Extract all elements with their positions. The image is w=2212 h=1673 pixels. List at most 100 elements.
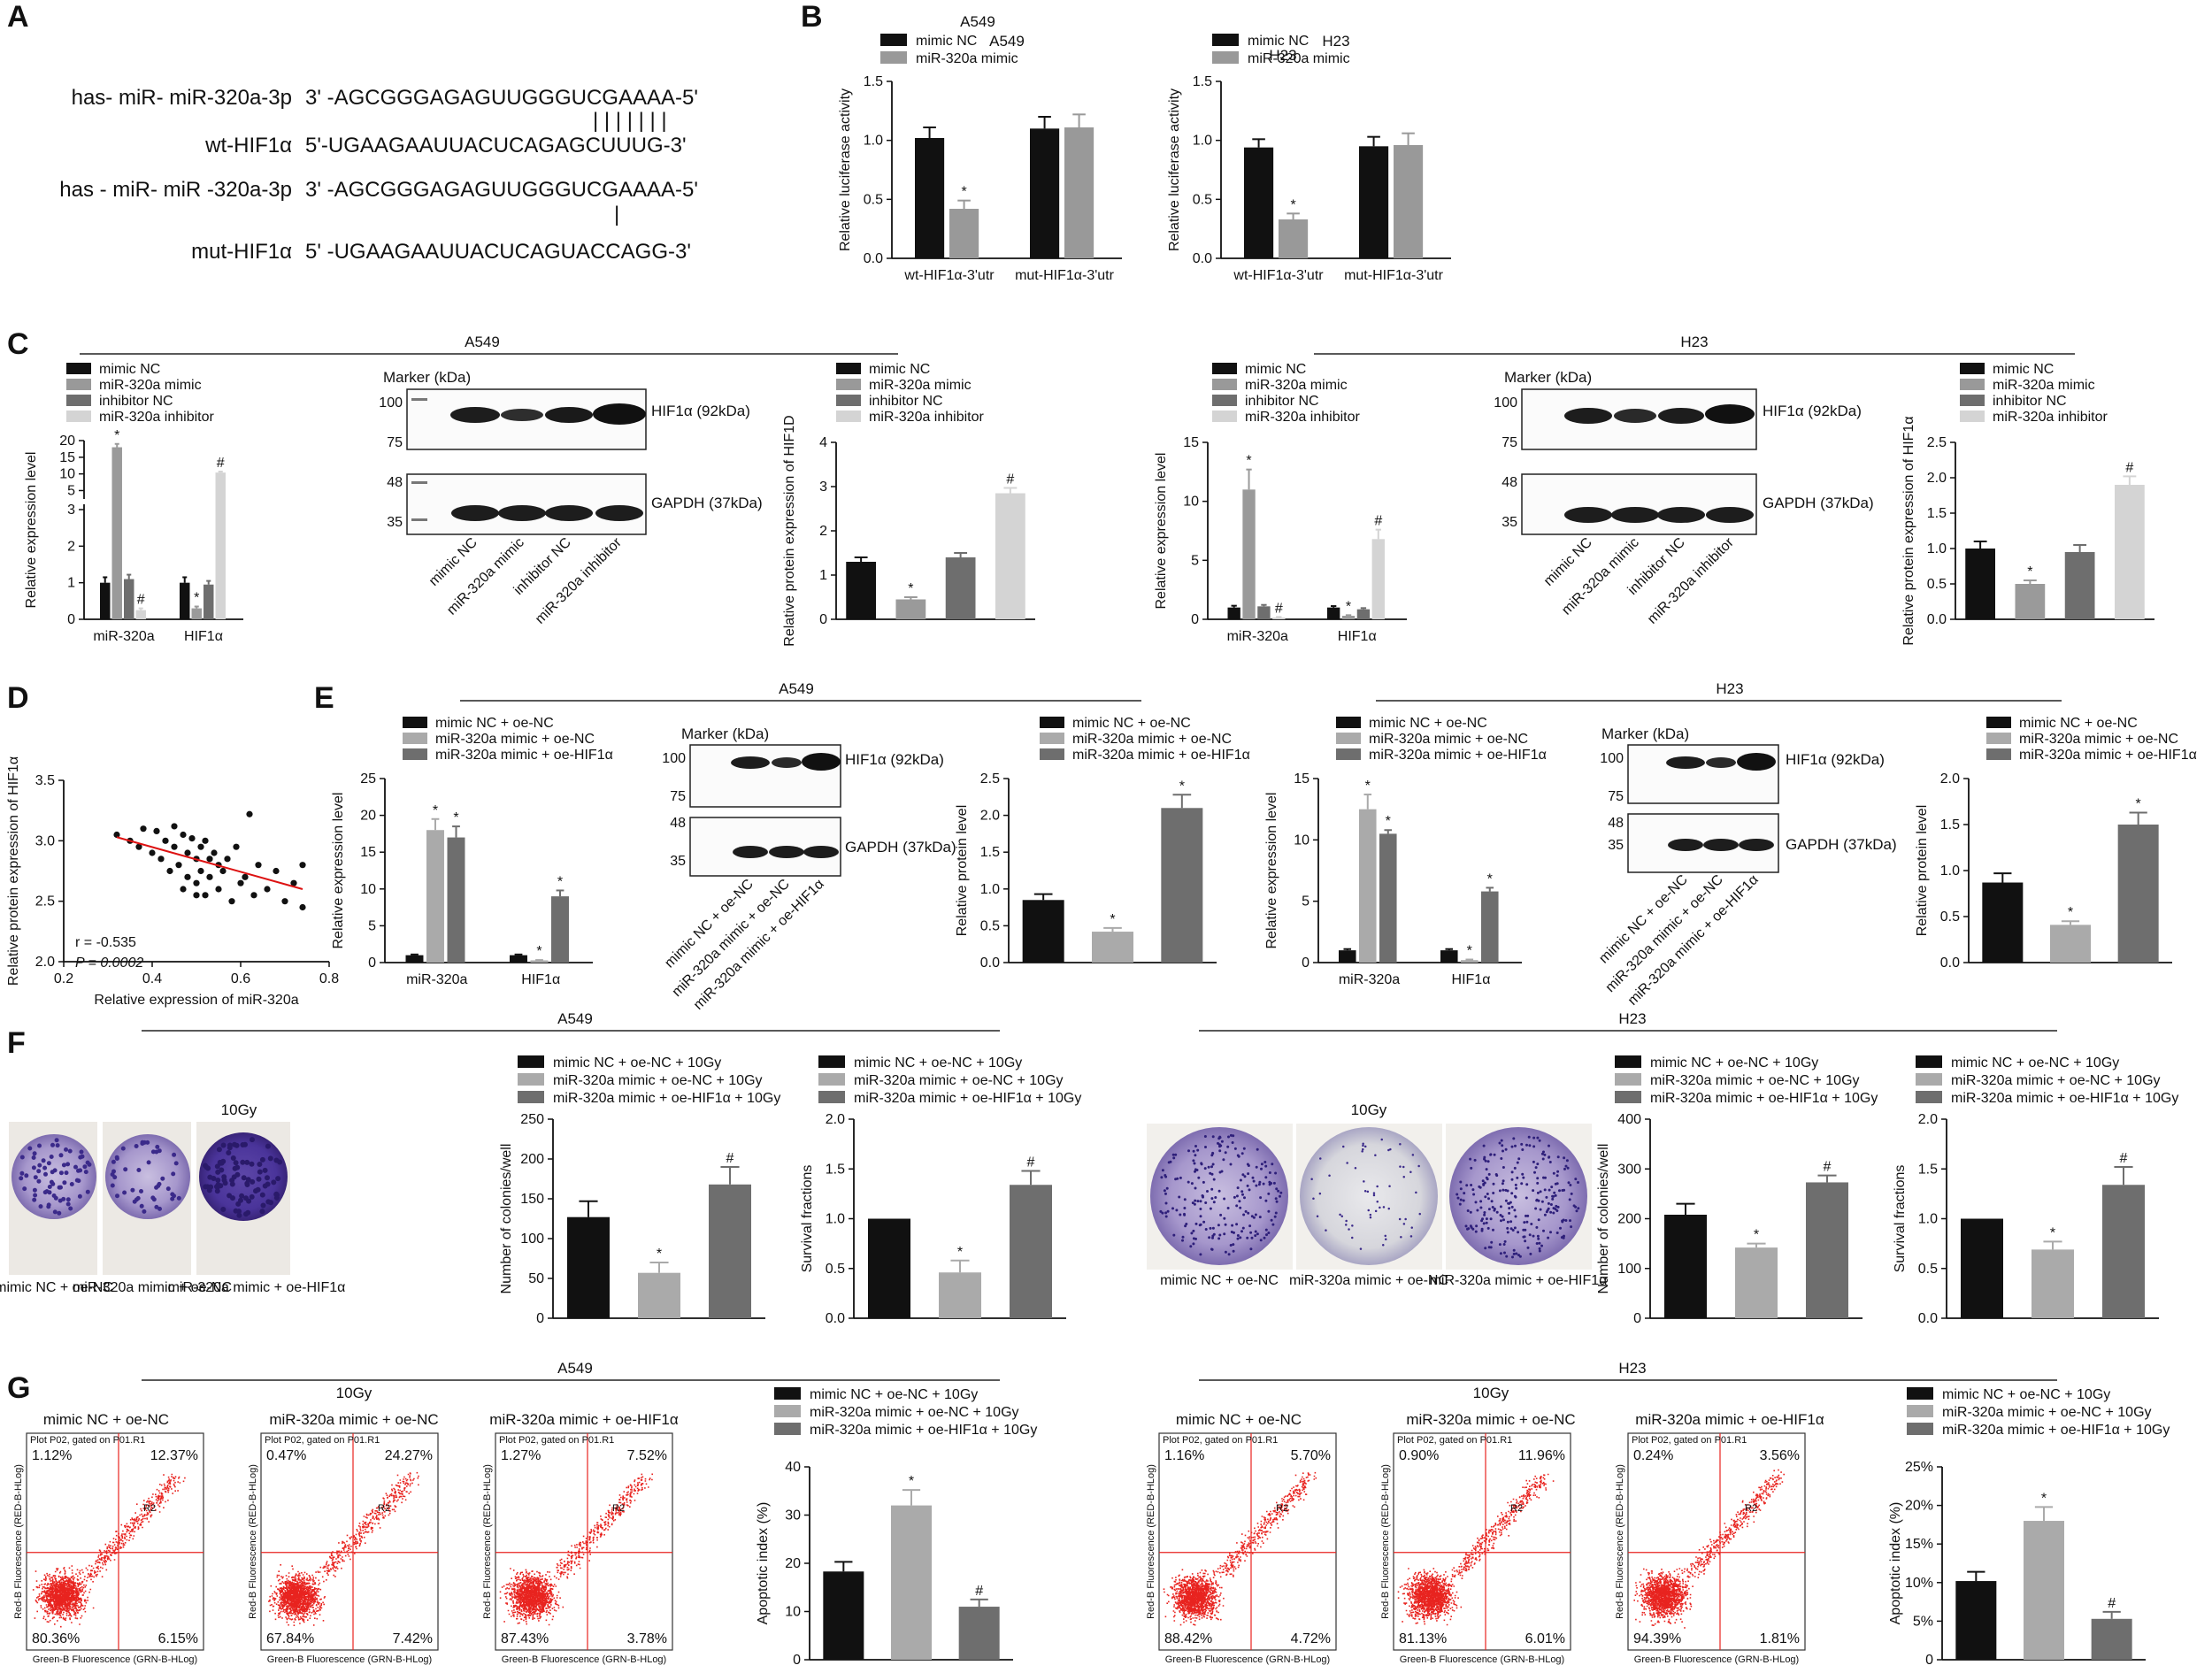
colony-label: miR-320a mimic + oe-HIF1α — [1430, 1273, 1608, 1288]
legend-label: mimic NC — [1993, 362, 2054, 377]
scatter-point — [211, 849, 218, 856]
legend-label: miR-320a mimic + oe-NC — [2019, 732, 2178, 747]
gate-label: R2 — [1745, 1503, 1757, 1514]
legend-label: miR-320a mimic + oe-NC + 10Gy — [1650, 1073, 1860, 1088]
legend-swatch — [518, 1055, 544, 1068]
quadrant-lr: 4.72% — [1291, 1631, 1331, 1646]
header-e-a549: A549 — [779, 680, 814, 697]
wb-hif-label: HIF1α (92kDa) — [1763, 403, 1862, 419]
correlation-plot: r = -0.535 P = 0.0002 0.2 0.4 0.6 0.8 2.0 2.5… — [6, 756, 339, 1008]
bar — [891, 1505, 932, 1660]
y-tick-label: 0.5 — [1940, 909, 1960, 925]
bar — [1664, 1215, 1707, 1318]
y-tick-label: 200 — [1617, 1212, 1641, 1227]
wb-band — [1666, 756, 1705, 769]
significance-mark: * — [1365, 779, 1371, 794]
y-tick-label: 15 — [360, 845, 376, 860]
legend-swatch — [1212, 411, 1237, 422]
panel-letter-f: F — [7, 1026, 26, 1060]
significance-mark: # — [1275, 601, 1283, 616]
y-tick-label: 400 — [1617, 1112, 1641, 1127]
y-tick-label: 5 — [67, 483, 75, 498]
wb-band — [731, 756, 770, 769]
bar — [709, 1184, 751, 1318]
bar-charts: 0.0 0.5 1.0 1.5 Relative luciferase activity… — [19, 33, 2172, 1668]
colony-label: mimic NC + oe-NC — [0, 1280, 113, 1295]
seq-2: 5'-UGAAGAAUUACUCAGAGCUUUG-3' — [305, 134, 687, 157]
legend-swatch — [1336, 733, 1361, 744]
significance-mark: * — [1467, 944, 1472, 959]
y-axis-title: Apoptotic index (%) — [756, 1502, 771, 1625]
bar — [204, 584, 214, 619]
wb-gapdh-label: GAPDH (37kDa) — [1763, 495, 1874, 511]
y-tick-label: 3 — [67, 503, 75, 518]
y-tick-label: 150 — [520, 1192, 544, 1207]
colony-dish — [1150, 1127, 1288, 1265]
flow-x-axis-title: Green-B Fluorescence (GRN-B-HLog) — [1634, 1654, 1799, 1665]
significance-mark: * — [2068, 905, 2073, 920]
quadrant-ur: 12.37% — [150, 1448, 198, 1463]
seq-3: 3' -AGCGGGAGAGUUGGGUCGAAAA-5' — [305, 178, 698, 202]
colony-dish — [105, 1134, 190, 1219]
legend-c-h23-wb: mimic NC miR-320a mimic inhibitor NC miR… — [1960, 362, 2108, 425]
bar — [1371, 539, 1385, 619]
legend-swatch — [66, 411, 91, 422]
scatter-point — [233, 843, 240, 850]
bar — [100, 582, 111, 619]
legend-label: mimic NC + oe-NC + 10Gy — [1942, 1387, 2110, 1402]
x-category-label: miR-320a — [1227, 629, 1288, 644]
scatter-point — [264, 886, 271, 893]
y-tick-label: 10 — [360, 882, 376, 897]
wb-hif-label: HIF1α (92kDa) — [651, 403, 750, 419]
wb-band — [498, 505, 546, 521]
y-tick-label: 5 — [1302, 894, 1310, 909]
scatter-point — [299, 862, 306, 869]
y-axis-title: Survival fractions — [1893, 1165, 1908, 1273]
significance-mark: * — [114, 428, 119, 443]
legend-label: miR-320a mimic — [916, 51, 1018, 66]
flow-header: Plot P02, gated on P01.R1 — [1397, 1435, 1512, 1446]
panel-letter-b: B — [801, 0, 823, 34]
x-category-label: miR-320a — [93, 629, 154, 644]
bar — [1359, 809, 1377, 963]
wb-marker-label: Marker (kDa) — [1504, 369, 1592, 386]
scatter-point — [237, 879, 244, 886]
quadrant-lr: 1.81% — [1760, 1631, 1800, 1646]
legend-swatch — [66, 395, 91, 406]
legend-label: miR-320a mimic + oe-HIF1α — [1072, 748, 1250, 763]
y-axis-title: Apoptotic index (%) — [1888, 1502, 1903, 1625]
legend-label: miR-320a mimic + oe-HIF1α + 10Gy — [810, 1423, 1037, 1438]
quadrant-lr: 3.78% — [627, 1631, 667, 1646]
bar — [1341, 616, 1356, 619]
y-tick-label: 1.5 — [1193, 74, 1212, 89]
legend-swatch — [1615, 1091, 1641, 1103]
significance-mark: * — [909, 1474, 914, 1489]
flow-y-axis-title: Red-B Fluorescence (RED-B-HLog) — [1615, 1464, 1625, 1619]
x-axis-title: Relative expression of miR-320a — [94, 993, 298, 1008]
y-tick-label: 2.0 — [35, 955, 55, 970]
gate-label: R2 — [1510, 1503, 1523, 1514]
bar — [1092, 932, 1133, 963]
bar — [958, 1607, 1000, 1660]
panel-letter-d: D — [7, 681, 29, 715]
y-tick-label: 0 — [1633, 1311, 1641, 1326]
bar — [895, 599, 926, 619]
y-tick-label: 0 — [67, 612, 75, 627]
wb-mw-100: 100 — [1600, 751, 1624, 766]
legend-swatch — [1212, 363, 1237, 374]
significance-mark: # — [2125, 460, 2133, 475]
quadrant-ur: 3.56% — [1760, 1448, 1800, 1463]
y-tick-label: 1.0 — [1918, 1212, 1938, 1227]
legend-swatch — [403, 748, 427, 760]
flow-events — [268, 1471, 419, 1626]
wb-band — [1657, 507, 1705, 523]
scatter-point — [250, 892, 257, 899]
legend-label: miR-320a mimic + oe-NC — [1369, 732, 1528, 747]
flow-plot: Plot P02, gated on P01.R1 0.24% 3.56% 94.39… — [1615, 1432, 1806, 1665]
bar — [510, 955, 527, 963]
header-b-a549: A549 — [960, 13, 995, 30]
x-category-label: mut-HIF1α-3'utr — [1344, 268, 1444, 283]
legend-e-h23-wb: mimic NC + oe-NC miR-320a mimic + oe-NC … — [1986, 716, 2197, 763]
y-tick-label: 20% — [1905, 1499, 1933, 1514]
legend-swatch — [1212, 395, 1237, 406]
